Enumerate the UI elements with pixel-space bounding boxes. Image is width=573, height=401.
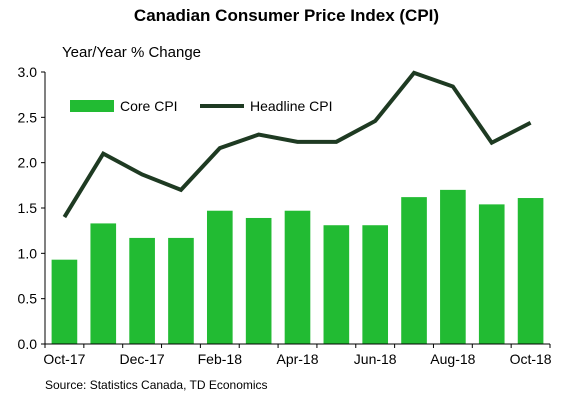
bar-feb-18	[206, 210, 233, 344]
x-tick-label: Dec-17	[120, 351, 165, 367]
x-tick-label: Oct-18	[510, 351, 552, 367]
bar-jul-18	[401, 197, 427, 344]
bar-jun-18	[362, 225, 389, 344]
y-tick-label: 0.0	[18, 336, 38, 352]
y-tick-label: 3.0	[18, 64, 38, 80]
legend-swatch-core-cpi	[70, 100, 114, 112]
x-tick-label: Aug-18	[430, 351, 475, 367]
bar-may-18	[323, 225, 350, 344]
bar-nov-17	[90, 223, 117, 344]
y-tick-label: 2.0	[18, 155, 38, 171]
y-axis-label: Year/Year % Change	[62, 44, 201, 61]
x-tick-label: Jun-18	[354, 351, 397, 367]
x-tick-label: Oct-17	[43, 351, 85, 367]
bar-series-group	[51, 189, 544, 344]
bar-oct-18	[517, 198, 544, 344]
y-tick-label: 0.5	[18, 291, 38, 307]
bar-aug-18	[440, 189, 466, 344]
axes-group: 0.0 0.5 1.0 1.5 2.0 2.5 3.0 Oct-17 Dec-17 Feb-18 A…	[18, 64, 552, 367]
legend-label-headline-cpi: Headline CPI	[250, 98, 333, 114]
y-tick-label: 1.0	[18, 245, 38, 261]
y-tick-label: 2.5	[18, 109, 38, 125]
x-tick-label: Feb-18	[198, 351, 243, 367]
legend: Core CPI Headline CPI	[70, 98, 333, 114]
y-tick-label: 1.5	[18, 200, 38, 216]
bar-dec-17	[129, 237, 155, 344]
line-series-group	[62, 70, 532, 219]
legend-label-core-cpi: Core CPI	[120, 98, 178, 114]
chart-title: Canadian Consumer Price Index (CPI)	[133, 6, 440, 25]
bar-sep-18	[478, 204, 505, 344]
bar-oct-17	[51, 259, 78, 344]
x-tick-label: Apr-18	[276, 351, 318, 367]
bar-jan-18	[168, 237, 194, 344]
source-note: Source: Statistics Canada, TD Economics	[45, 378, 268, 392]
bar-apr-18	[284, 210, 311, 344]
bar-mar-18	[245, 217, 272, 344]
